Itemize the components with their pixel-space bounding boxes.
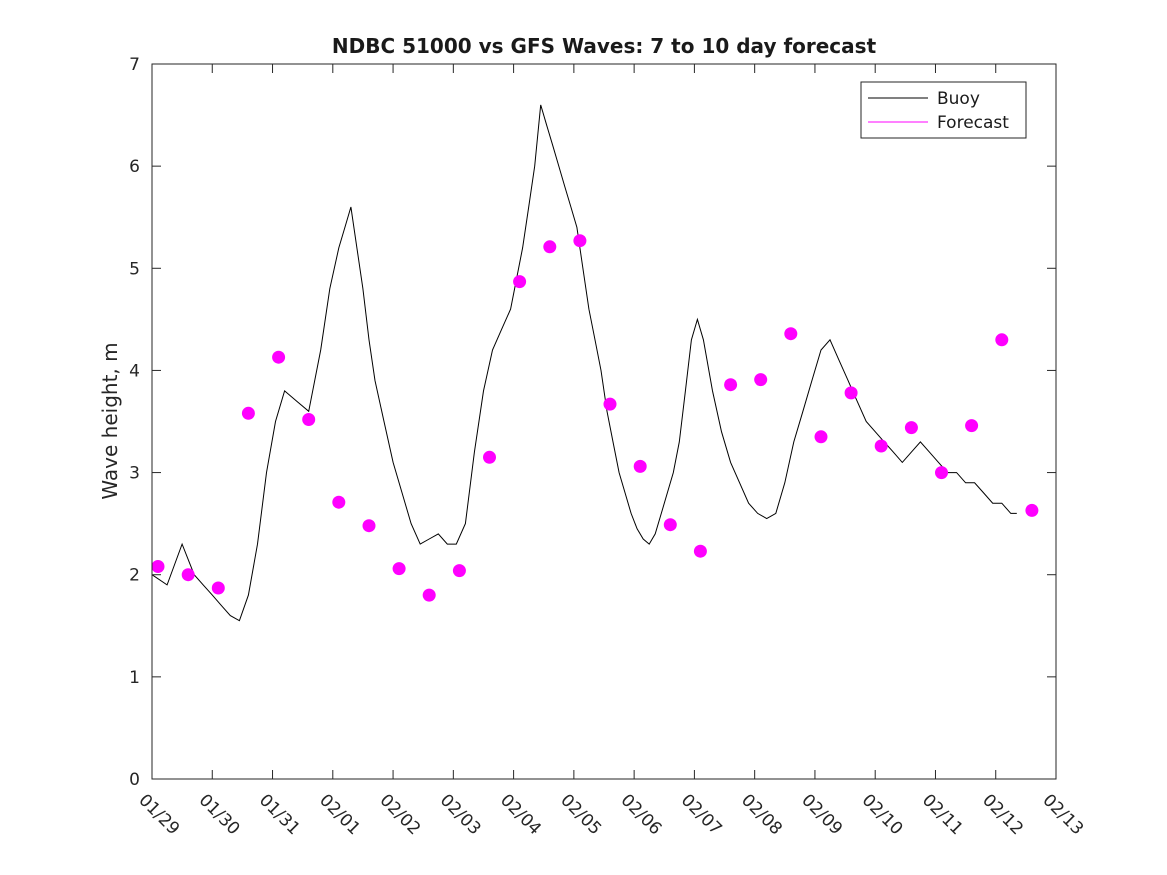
x-tick-label: 02/11 (918, 790, 967, 839)
x-tick-label: 02/09 (797, 790, 846, 839)
forecast-point (784, 327, 798, 341)
x-tick-label: 02/12 (978, 790, 1027, 839)
forecast-point (332, 495, 346, 509)
forecast-point (543, 240, 557, 254)
forecast-point (452, 564, 466, 578)
legend-box (860, 81, 1027, 139)
forecast-point (1025, 503, 1039, 517)
x-tick-label: 01/30 (195, 790, 244, 839)
x-tick-label: 02/03 (436, 790, 485, 839)
forecast-point (392, 562, 406, 576)
forecast-point (995, 333, 1009, 347)
x-tick-label: 02/13 (1038, 790, 1087, 839)
forecast-point (362, 519, 376, 533)
x-tick-label: 02/02 (376, 790, 425, 839)
forecast-point (693, 544, 707, 558)
forecast-point (513, 275, 527, 289)
axes-box (151, 63, 1057, 780)
legend-forecast-label: Forecast (937, 113, 1009, 133)
x-tick-label: 02/10 (858, 790, 907, 839)
y-tick-label: 1 (129, 668, 140, 688)
y-tick-label: 0 (129, 770, 140, 790)
forecast-point (422, 588, 436, 602)
buoy-series-line (151, 104, 1017, 622)
x-tick-label: 02/01 (315, 790, 364, 839)
forecast-point (814, 430, 828, 444)
forecast-point (151, 560, 165, 573)
plot-area (151, 104, 1039, 622)
y-tick-label: 5 (129, 259, 140, 279)
forecast-point (211, 581, 225, 595)
forecast-point (241, 406, 255, 420)
y-axis-label: Wave height, m (98, 342, 122, 499)
forecast-point (844, 386, 858, 400)
x-tick-label: 02/06 (617, 790, 666, 839)
x-tick-label: 01/29 (134, 790, 183, 839)
x-tick-label: 02/05 (556, 790, 605, 839)
legend-buoy-label: Buoy (937, 89, 980, 109)
y-tick-label: 7 (129, 55, 140, 75)
forecast-point (483, 450, 496, 464)
x-tick-label: 02/04 (496, 790, 545, 839)
forecast-point (633, 459, 647, 473)
forecast-point (573, 234, 587, 248)
forecast-point (302, 413, 316, 426)
forecast-point (272, 350, 286, 364)
legend: Buoy Forecast (860, 81, 1027, 139)
forecast-point (181, 568, 195, 582)
forecast-point (754, 373, 768, 387)
x-tick-label: 02/08 (737, 790, 786, 839)
x-tick-label: 01/31 (255, 790, 304, 839)
forecast-point (663, 518, 677, 532)
x-tick-label: 02/07 (677, 790, 726, 839)
y-tick-label: 3 (129, 464, 140, 484)
forecast-point (965, 419, 979, 433)
y-tick-label: 2 (129, 566, 140, 586)
y-tick-label: 4 (129, 361, 140, 381)
forecast-point (603, 397, 617, 411)
forecast-point (874, 439, 888, 453)
forecast-point (724, 378, 738, 392)
forecast-point (904, 421, 918, 435)
forecast-point (935, 466, 948, 480)
chart-title: NDBC 51000 vs GFS Waves: 7 to 10 day for… (332, 34, 877, 58)
y-tick-label: 6 (129, 157, 140, 177)
